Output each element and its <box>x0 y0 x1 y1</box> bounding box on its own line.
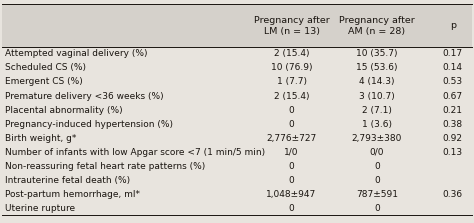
Bar <box>2 145 472 159</box>
Text: Post-partum hemorrhage, ml*: Post-partum hemorrhage, ml* <box>5 190 140 199</box>
Text: 0: 0 <box>374 162 380 171</box>
Bar <box>2 4 472 47</box>
Text: 0: 0 <box>289 120 294 129</box>
Text: 0.21: 0.21 <box>443 105 463 115</box>
Text: 0: 0 <box>289 162 294 171</box>
Text: Emergent CS (%): Emergent CS (%) <box>5 77 82 87</box>
Text: Attempted vaginal delivery (%): Attempted vaginal delivery (%) <box>5 49 147 58</box>
Text: 0.13: 0.13 <box>443 148 463 157</box>
Text: 0.36: 0.36 <box>443 190 463 199</box>
Text: 4 (14.3): 4 (14.3) <box>359 77 394 87</box>
Text: Intrauterine fetal death (%): Intrauterine fetal death (%) <box>5 176 130 185</box>
Bar <box>2 75 472 89</box>
Text: Number of infants with low Apgar score <7 (1 min/5 min): Number of infants with low Apgar score <… <box>5 148 265 157</box>
Text: 0.14: 0.14 <box>443 63 463 72</box>
Text: 0: 0 <box>289 105 294 115</box>
Text: 1 (3.6): 1 (3.6) <box>362 120 392 129</box>
Bar <box>2 187 472 201</box>
Text: 0.92: 0.92 <box>443 134 463 143</box>
Text: 3 (10.7): 3 (10.7) <box>359 91 395 101</box>
Text: p: p <box>450 21 456 30</box>
Text: Scheduled CS (%): Scheduled CS (%) <box>5 63 86 72</box>
Text: 1/0: 1/0 <box>284 148 299 157</box>
Bar <box>2 47 472 61</box>
Text: 10 (76.9): 10 (76.9) <box>271 63 312 72</box>
Text: 15 (53.6): 15 (53.6) <box>356 63 398 72</box>
Text: 1 (7.7): 1 (7.7) <box>276 77 307 87</box>
Text: Non-reassuring fetal heart rate patterns (%): Non-reassuring fetal heart rate patterns… <box>5 162 205 171</box>
Text: 2 (7.1): 2 (7.1) <box>362 105 392 115</box>
Text: 0.67: 0.67 <box>443 91 463 101</box>
Text: 2,793±380: 2,793±380 <box>352 134 402 143</box>
Text: Pregnancy after
LM (n = 13): Pregnancy after LM (n = 13) <box>254 16 329 36</box>
Text: 0: 0 <box>289 204 294 213</box>
Text: Premature delivery <36 weeks (%): Premature delivery <36 weeks (%) <box>5 91 164 101</box>
Bar <box>2 201 472 215</box>
Text: 0: 0 <box>289 176 294 185</box>
Text: 0: 0 <box>374 204 380 213</box>
Bar <box>2 103 472 117</box>
Text: Uterine rupture: Uterine rupture <box>5 204 75 213</box>
Text: 0.17: 0.17 <box>443 49 463 58</box>
Text: 2,776±727: 2,776±727 <box>266 134 317 143</box>
Text: Pregnancy-induced hypertension (%): Pregnancy-induced hypertension (%) <box>5 120 173 129</box>
Text: Birth weight, g*: Birth weight, g* <box>5 134 76 143</box>
Text: Placental abnormality (%): Placental abnormality (%) <box>5 105 122 115</box>
Text: 10 (35.7): 10 (35.7) <box>356 49 398 58</box>
Bar <box>2 117 472 131</box>
Bar <box>2 61 472 75</box>
Text: 0: 0 <box>374 176 380 185</box>
Text: 2 (15.4): 2 (15.4) <box>274 49 309 58</box>
Bar <box>2 131 472 145</box>
Bar <box>2 89 472 103</box>
Text: 0.38: 0.38 <box>443 120 463 129</box>
Text: Pregnancy after
AM (n = 28): Pregnancy after AM (n = 28) <box>339 16 415 36</box>
Bar <box>2 159 472 173</box>
Bar <box>2 173 472 187</box>
Text: 787±591: 787±591 <box>356 190 398 199</box>
Text: 1,048±947: 1,048±947 <box>266 190 317 199</box>
Text: 2 (15.4): 2 (15.4) <box>274 91 309 101</box>
Text: 0.53: 0.53 <box>443 77 463 87</box>
Text: 0/0: 0/0 <box>370 148 384 157</box>
